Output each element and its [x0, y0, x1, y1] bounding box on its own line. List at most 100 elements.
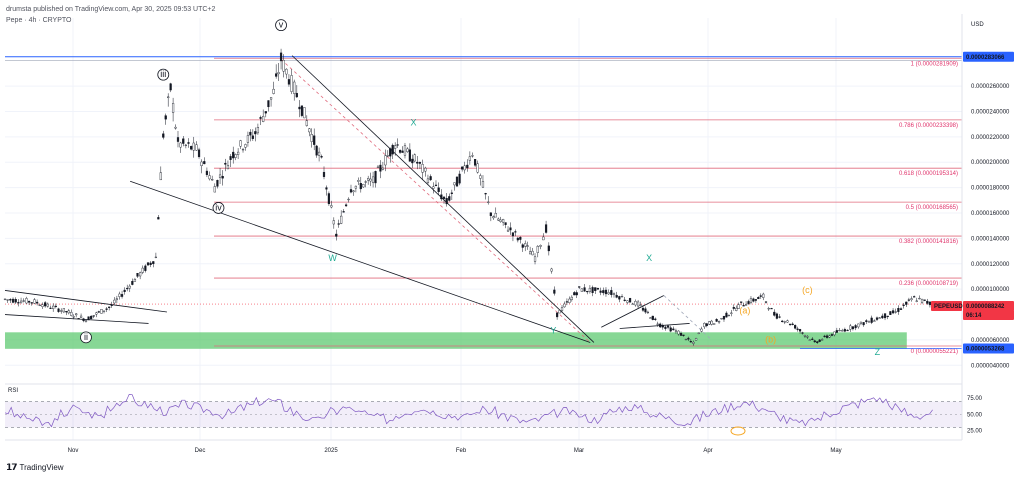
wave-label: X — [646, 253, 652, 263]
candle-body — [599, 290, 602, 293]
candle-body — [558, 310, 561, 314]
candle-body — [636, 301, 640, 307]
candle-body — [374, 171, 377, 184]
candle-body — [450, 192, 453, 194]
candle-body — [389, 148, 392, 157]
support-zone — [5, 332, 907, 349]
candle-body — [641, 307, 645, 311]
candle-body — [102, 310, 106, 312]
candle-body — [514, 231, 517, 233]
candle-body — [384, 155, 387, 166]
wave-circle-icon — [80, 331, 92, 344]
candle-body — [568, 298, 571, 304]
candle-body — [347, 198, 350, 201]
candle-body — [448, 196, 451, 201]
candle-body — [218, 174, 222, 178]
candle-body — [442, 196, 446, 199]
candle-body — [666, 325, 670, 328]
candle-body — [354, 185, 357, 189]
candle-body — [744, 304, 748, 306]
candle-body — [197, 149, 201, 158]
candle-body — [499, 219, 502, 222]
candle-body — [277, 72, 280, 75]
candle-body — [41, 304, 44, 307]
candle-body — [479, 175, 482, 179]
candle-body — [192, 142, 195, 151]
candle-body — [82, 318, 85, 322]
candle-body — [120, 294, 124, 297]
candle-body — [118, 293, 121, 297]
candle-body — [664, 326, 667, 329]
candle-body — [759, 295, 762, 297]
candle-body — [262, 116, 265, 122]
candle-body — [72, 316, 75, 318]
brand-label: TradingView — [19, 463, 64, 472]
fib-label: 0.236 (0.0000108719) — [899, 281, 958, 287]
price-tick: 0.0000180000 — [971, 186, 1010, 192]
candle-body — [524, 243, 527, 247]
candle-body — [226, 164, 230, 170]
candle-body — [796, 328, 799, 330]
wave-circle-icon — [275, 19, 287, 32]
candle-body — [798, 329, 802, 332]
candle-body — [604, 289, 608, 295]
candle-body — [862, 322, 865, 326]
candle-body — [359, 183, 362, 190]
candle-body — [821, 339, 824, 341]
candle-body — [849, 325, 852, 330]
candle-body — [473, 159, 477, 166]
candle-body — [418, 162, 422, 164]
wave-label: (b) — [765, 334, 776, 344]
wave-c-dashed-line — [663, 295, 712, 341]
candle-body — [713, 323, 716, 325]
candle-body — [920, 298, 924, 303]
candle-body — [49, 307, 52, 309]
candle-body — [607, 292, 610, 295]
candle-body — [689, 341, 692, 343]
candle-body — [84, 320, 88, 322]
candle-body — [123, 289, 126, 292]
candle-body — [67, 310, 70, 314]
candle-body — [133, 278, 137, 282]
candle-body — [367, 178, 370, 181]
candle-body — [100, 309, 103, 314]
candle-body — [825, 335, 829, 338]
wave-label: iv — [215, 202, 222, 212]
candle-body — [539, 245, 542, 247]
candle-body — [60, 310, 63, 312]
candle-body — [62, 308, 65, 313]
candle-body — [52, 305, 55, 309]
candle-body — [697, 332, 700, 334]
time-tick: Nov — [68, 448, 79, 454]
candle-body — [854, 325, 857, 329]
candle-body — [440, 194, 443, 200]
price-tick: 0.0000160000 — [971, 211, 1010, 217]
candle-body — [838, 329, 841, 332]
candle-body — [200, 161, 203, 167]
candle-body — [806, 336, 809, 338]
time-axis[interactable]: Nov Dec 2025 Feb Mar Apr May — [5, 439, 962, 454]
candle-body — [700, 328, 703, 332]
candle-body — [115, 298, 118, 301]
candle-body — [416, 161, 419, 164]
candle-body — [875, 317, 879, 320]
candle-body — [565, 301, 569, 303]
price-axis[interactable]: USD 0.0000260000 0.0000240000 0.0000220000 0… — [961, 14, 1010, 440]
candle-body — [3, 298, 7, 300]
candle-body — [476, 163, 479, 173]
candle-body — [737, 304, 740, 309]
fib-label: 1 (0.0000281909) — [911, 61, 958, 67]
candle-body — [773, 311, 776, 316]
candle-body — [30, 302, 33, 304]
candle-body — [279, 52, 283, 62]
candle-body — [669, 327, 672, 332]
candle-body — [282, 60, 285, 72]
price-tag-label: 0.0000088242 — [966, 304, 1005, 310]
candle-body — [237, 151, 240, 155]
candle-body — [634, 301, 637, 306]
candle-body — [725, 312, 728, 318]
candle-body — [533, 256, 537, 262]
candle-body — [70, 311, 73, 316]
candle-body — [157, 217, 160, 220]
